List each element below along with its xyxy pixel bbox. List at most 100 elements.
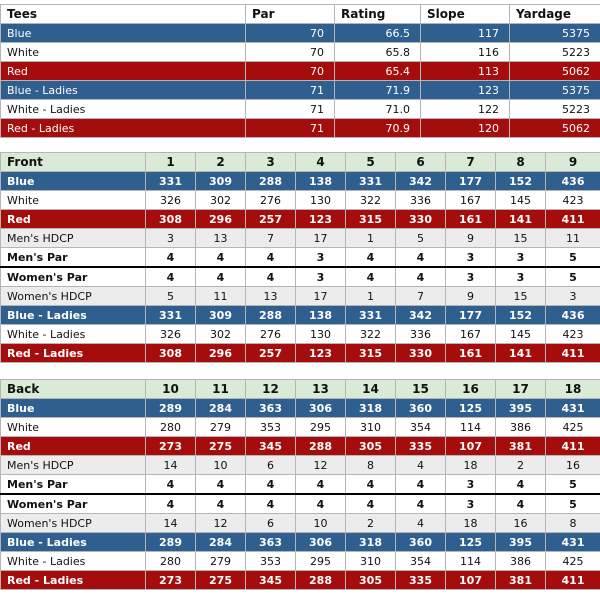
hole-value: 257 [245,343,296,363]
hole-value: 167 [445,190,496,210]
hole-value: 5 [395,228,446,248]
hole-value: 107 [445,436,496,456]
hole-value: 4 [295,474,346,495]
hole-value: 161 [445,343,496,363]
hole-value: 315 [345,343,396,363]
hole-value: 177 [445,171,496,191]
score-row: Red 273 275 345 288 305 335 107 381 411 [0,436,600,456]
hole-value: 6 [245,513,296,533]
hole-value: 7 [245,228,296,248]
score-row: Women's HDCP 14 12 6 10 2 4 18 16 8 [0,513,600,533]
row-label: Red - Ladies [0,570,146,590]
hole-value: 411 [545,343,600,363]
hole-value: 161 [445,209,496,229]
hole-value: 425 [545,417,600,437]
hole-value: 9 [445,286,496,306]
hole-value: 336 [395,190,446,210]
tees-header-cell: Tees [0,4,246,24]
hole-value: 4 [195,493,246,514]
hole-number: 16 [445,379,496,399]
hole-number: 3 [245,152,296,172]
score-row: Men's Par 4 4 4 3 4 4 3 3 5 [0,247,600,268]
hole-value: 411 [545,570,600,590]
hole-value: 4 [245,474,296,495]
score-row: Red - Ladies 273 275 345 288 305 335 107 381 411 [0,570,600,590]
row-label: Men's Par [0,247,146,268]
row-label: Men's Par [0,474,146,495]
tee-name-cell: Blue - Ladies [0,80,246,100]
score-row: Men's Par 4 4 4 4 4 4 3 4 5 [0,474,600,495]
hole-value: 296 [195,343,246,363]
hole-value: 3 [445,266,496,287]
hole-value: 4 [395,493,446,514]
tees-header-cell: Rating [334,4,421,24]
hole-number: 8 [495,152,546,172]
hole-number: 9 [545,152,600,172]
hole-value: 18 [445,513,496,533]
hole-value: 331 [145,171,196,191]
hole-value: 326 [145,190,196,210]
hole-value: 302 [195,324,246,344]
hole-value: 436 [545,171,600,191]
hole-number: 2 [195,152,246,172]
hole-value: 10 [295,513,346,533]
hole-number: 14 [345,379,396,399]
hole-value: 3 [495,247,546,268]
hole-value: 309 [195,305,246,325]
hole-value: 342 [395,171,446,191]
hole-value: 4 [345,266,396,287]
back-nine-table: Back 10 11 12 13 14 15 16 17 18 Blue 289 284 363 306 31… [0,379,600,590]
hole-value: 4 [345,474,396,495]
score-row: White - Ladies 326 302 276 130 322 336 167 145 42… [0,324,600,344]
hole-value: 336 [395,324,446,344]
score-row: Women's Par 4 4 4 3 4 4 3 3 5 [0,266,600,287]
row-label: Blue [0,171,146,191]
row-label: Men's HDCP [0,455,146,475]
hole-value: 331 [345,305,396,325]
hole-value: 310 [345,417,396,437]
hole-value: 318 [345,532,396,552]
hole-value: 288 [245,305,296,325]
nine-label: Back [0,379,146,399]
hole-value: 386 [495,551,546,571]
hole-value: 276 [245,324,296,344]
hole-value: 309 [195,171,246,191]
row-label: Women's HDCP [0,286,146,306]
hole-value: 114 [445,417,496,437]
hole-value: 4 [195,247,246,268]
hole-value: 5 [545,493,600,514]
hole-value: 335 [395,570,446,590]
row-label: White [0,190,146,210]
hole-value: 296 [195,209,246,229]
hole-value: 125 [445,398,496,418]
score-row: Blue 331 309 288 138 331 342 177 152 436 [0,171,600,191]
hole-value: 125 [445,532,496,552]
tees-header-cell: Yardage [509,4,600,24]
hole-value: 288 [295,436,346,456]
hole-value: 11 [545,228,600,248]
tee-row: White - Ladies 71 71.0 122 5223 [0,99,600,119]
tee-rating-cell: 70.9 [334,118,421,138]
hole-value: 15 [495,286,546,306]
hole-value: 315 [345,209,396,229]
hole-value: 275 [195,570,246,590]
hole-value: 114 [445,551,496,571]
hole-number: 17 [495,379,546,399]
hole-value: 4 [245,493,296,514]
hole-value: 306 [295,532,346,552]
tee-row: Blue - Ladies 71 71.9 123 5375 [0,80,600,100]
hole-value: 331 [145,305,196,325]
tees-header-row: Tees Par Rating Slope Yardage [0,4,600,24]
hole-value: 123 [295,343,346,363]
tee-rating-cell: 71.0 [334,99,421,119]
hole-value: 12 [195,513,246,533]
tees-header-cell: Slope [420,4,510,24]
hole-value: 308 [145,209,196,229]
hole-value: 4 [245,266,296,287]
hole-value: 4 [145,266,196,287]
hole-value: 395 [495,398,546,418]
hole-value: 8 [345,455,396,475]
hole-value: 9 [445,228,496,248]
tee-rating-cell: 65.8 [334,42,421,62]
hole-value: 3 [295,247,346,268]
